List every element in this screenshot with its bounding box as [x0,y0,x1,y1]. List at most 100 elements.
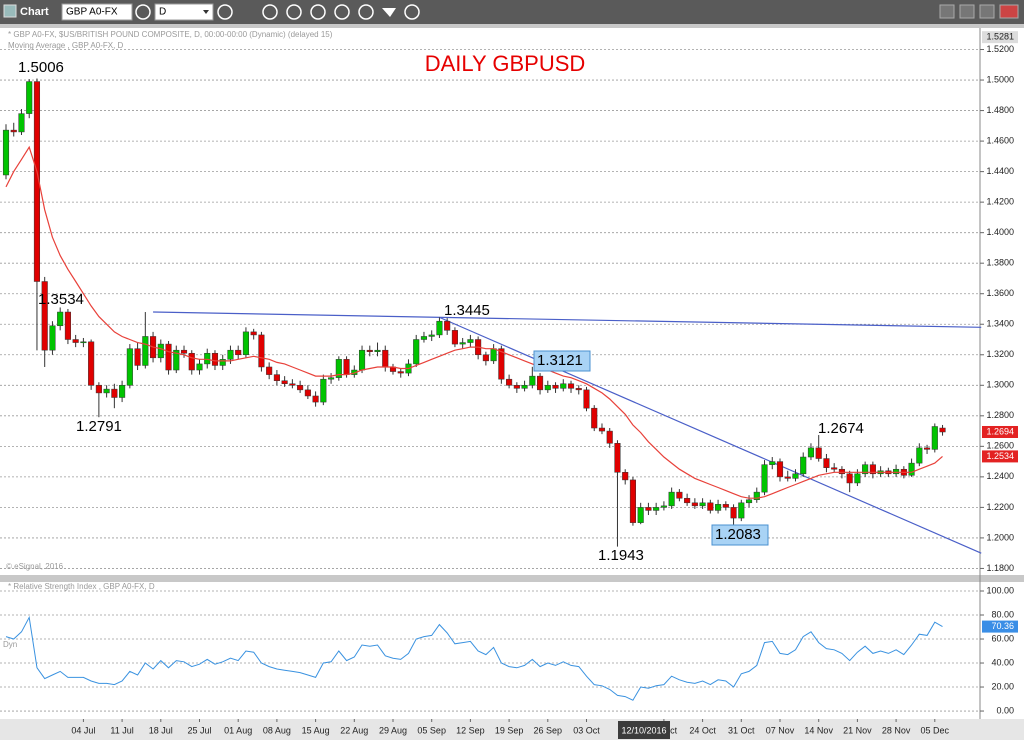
x-tick-label: 21 Nov [843,725,872,735]
price-marker [982,425,1018,438]
toolbar-title: Chart [20,6,49,18]
x-tick-label: 28 Nov [882,725,911,735]
candle-body [428,334,435,337]
x-tick-label: 31 Oct [728,725,755,735]
dropdown-arrow [203,10,209,14]
candle-body [413,339,420,365]
annotation: 1.1943 [598,547,644,564]
y-tick-label: 1.4600 [986,135,1014,145]
candle-body [784,476,791,479]
candle-body [26,81,33,114]
candle-body [72,339,79,343]
candle-body [297,385,304,391]
candle-body [490,348,497,362]
candle-body [869,464,876,475]
candle-body [699,502,706,507]
candle-body [41,281,48,351]
share-button[interactable] [358,4,374,20]
candle-body [420,336,428,340]
symbol-input[interactable] [61,3,133,21]
x-tick-label: 08 Aug [263,725,291,735]
candle-body [629,479,636,523]
y-tick-label: 1.4800 [986,105,1014,115]
add-button[interactable] [286,4,302,20]
candle-body [637,507,644,523]
y-tick-label: 1.3000 [986,380,1014,390]
x-tick-label: 11 Jul [110,725,133,735]
candle-body [281,380,288,385]
candle-body [436,320,443,336]
candle-body [715,504,722,511]
x-tick-label: 01 Aug [224,725,252,735]
draw-button[interactable] [262,4,278,20]
candle-body [64,311,71,340]
candle-body [707,502,714,511]
trendline [439,316,982,554]
y-tick-label: 60.00 [991,633,1014,643]
credit: © eSignal, 2016 [6,562,64,571]
candle-body [126,348,133,386]
candle-body [769,461,776,465]
y-tick-label: 20.00 [991,681,1014,691]
app-icon [3,4,17,18]
candle-body [598,427,606,432]
candle-body [676,491,683,499]
candle-body [242,331,249,356]
x-axis-bar [0,719,1024,740]
candle-body [312,395,319,403]
annotation: 1.3534 [38,291,84,308]
interval-input[interactable] [154,3,214,21]
candle-body [397,371,404,374]
x-tick-label: 24 Oct [689,725,716,735]
y-tick-label: 1.4200 [986,197,1014,207]
minimize-button[interactable] [939,4,955,19]
x-tick-label: 25 Jul [187,725,211,735]
candle-body [142,336,149,366]
annotation: 1.2791 [76,418,122,435]
y-tick-label: 80.00 [991,609,1014,619]
panel-divider [0,575,1024,582]
twitter-button[interactable] [382,8,396,17]
candle-body [119,385,126,398]
price-marker-label: 70.36 [991,621,1014,631]
candle-body [823,458,830,468]
y-tick-label: 1.3400 [986,319,1014,329]
candle-body [444,320,451,331]
link-button[interactable] [334,4,350,20]
candle-body [2,129,10,176]
annotation: 1.3445 [444,302,490,319]
symbol-text: GBP A0-FX [66,7,118,18]
candle-body [304,389,311,397]
alert-button[interactable] [310,4,326,20]
candle-body [684,497,691,504]
candle-body [862,464,869,475]
candle-body [258,334,265,368]
y-tick-label: 1.2200 [986,502,1014,512]
y-tick-label: 1.2600 [986,441,1014,451]
x-tick-label: 12 Sep [456,725,485,735]
candle-body [761,464,768,493]
settings-button[interactable] [404,4,420,20]
annotation: 1.3121 [537,352,583,369]
ma-label: Moving Average , GBP A0-FX, D [8,41,124,50]
candle-body [180,349,188,354]
candle-body [614,443,621,473]
restore-button[interactable] [979,4,995,19]
maximize-button[interactable] [959,4,975,19]
candle-body [482,354,489,362]
candle-body [924,447,931,450]
close-button[interactable] [999,4,1019,19]
y-tick-label: 1.2400 [986,471,1014,481]
price-marker-label: 1.2534 [986,451,1014,461]
x-tick-label: 29 Aug [379,725,407,735]
candle-body [916,447,923,464]
candle-body [908,462,915,476]
trendline [153,311,982,328]
frame [0,24,1024,28]
refresh-button[interactable] [135,4,151,20]
candle-body [57,311,64,327]
clock-button[interactable] [217,4,233,20]
cursor-date-box [618,721,670,739]
x-tick-label: 14 Nov [804,725,833,735]
candle-body [521,385,528,389]
